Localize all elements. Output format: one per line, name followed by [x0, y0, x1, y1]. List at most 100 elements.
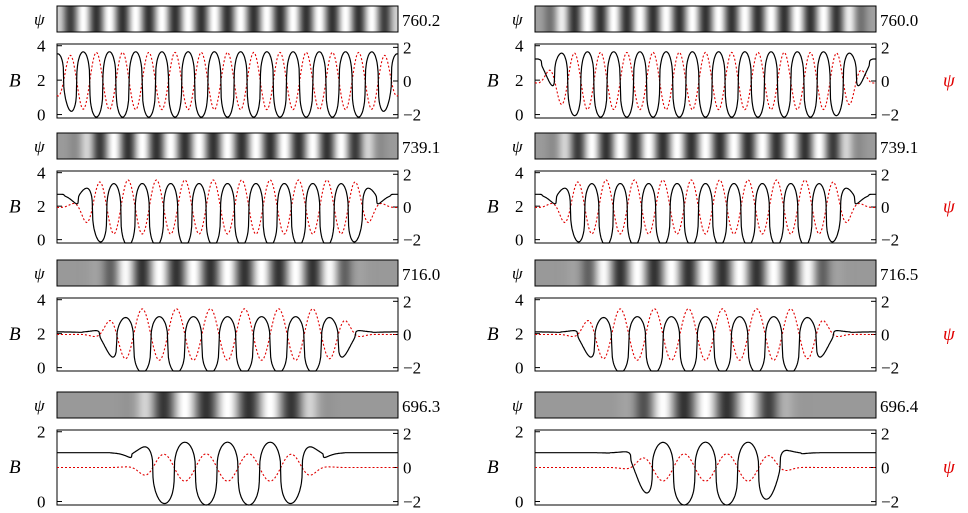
strip-value: 760.2 [402, 11, 440, 30]
b-tick-label: 4 [37, 37, 46, 56]
psi-axis-label: ψ [943, 70, 956, 91]
psi-tick-label: 0 [881, 198, 890, 217]
psi-series-line [535, 453, 876, 482]
psi-tick-label: 0 [403, 326, 412, 345]
psi-density-strip [534, 5, 877, 33]
psi-strip-label: ψ [512, 10, 523, 29]
strip-value: 696.4 [880, 397, 919, 416]
b-tick-label: 2 [515, 71, 524, 90]
b-tick-label: 2 [515, 423, 524, 442]
psi-tick-label: 0 [403, 198, 412, 217]
b-axis-label: B [9, 457, 21, 478]
plot-frame [534, 429, 877, 506]
psi-strip-label: ψ [34, 264, 45, 283]
psi-tick-label: −2 [403, 359, 421, 378]
strip-value: 760.0 [880, 11, 918, 30]
b-tick-label: 2 [37, 71, 46, 90]
psi-density-strip [56, 132, 399, 160]
psi-tick-label: −2 [881, 106, 899, 125]
b-tick-label: 0 [37, 493, 46, 512]
b-tick-label: 4 [515, 164, 524, 183]
psi-density-strip [534, 132, 877, 160]
b-axis-label: B [9, 196, 21, 217]
b-tick-label: 2 [37, 325, 46, 344]
psi-strip-label: ψ [34, 396, 45, 415]
plot-frame [56, 170, 399, 244]
strip-value: 716.5 [880, 265, 918, 284]
plot-frame [534, 297, 877, 372]
b-axis-label: B [9, 70, 21, 91]
strip-value: 739.1 [880, 138, 918, 157]
psi-tick-label: −2 [881, 231, 899, 250]
b-tick-label: 2 [37, 197, 46, 216]
psi-strip-label: ψ [512, 264, 523, 283]
psi-tick-label: 2 [881, 165, 890, 184]
b-tick-label: 2 [515, 325, 524, 344]
psi-series-line [534, 51, 877, 111]
psi-axis-label: ψ [943, 196, 956, 217]
strip-value: 696.3 [402, 397, 440, 416]
b-series-line [535, 51, 876, 118]
b-tick-label: 2 [515, 197, 524, 216]
b-axis-label: B [487, 457, 499, 478]
b-series-line [57, 51, 398, 118]
psi-tick-label: −2 [403, 106, 421, 125]
strip-value: 716.0 [402, 265, 440, 284]
strip-value: 739.1 [402, 138, 440, 157]
psi-tick-label: 0 [881, 326, 890, 345]
psi-axis-label: ψ [943, 324, 956, 345]
psi-density-strip [534, 259, 877, 287]
psi-density-strip [56, 391, 399, 419]
b-tick-label: 4 [515, 37, 524, 56]
psi-tick-label: 2 [881, 38, 890, 57]
psi-series-line [535, 179, 876, 235]
b-series-line [57, 316, 398, 372]
b-series-line [535, 316, 876, 372]
psi-density-strip [56, 5, 399, 33]
b-series-line [57, 182, 398, 244]
psi-strip-label: ψ [34, 10, 45, 29]
psi-tick-label: 2 [403, 165, 412, 184]
b-series-line [535, 441, 876, 506]
psi-tick-label: 2 [881, 292, 890, 311]
psi-density-strip [56, 259, 399, 287]
b-tick-label: 0 [515, 493, 524, 512]
b-axis-label: B [487, 70, 499, 91]
psi-tick-label: 0 [403, 72, 412, 91]
b-tick-label: 0 [37, 231, 46, 250]
b-tick-label: 4 [37, 291, 46, 310]
b-tick-label: 4 [37, 164, 46, 183]
psi-series-line [57, 179, 398, 235]
psi-series-line [56, 51, 399, 111]
psi-density-strip [534, 391, 877, 419]
plot-frame [56, 429, 399, 506]
plot-frame [534, 170, 877, 244]
b-axis-label: B [487, 324, 499, 345]
psi-strip-label: ψ [34, 137, 45, 156]
b-axis-label: B [487, 196, 499, 217]
b-tick-label: 0 [37, 106, 46, 125]
psi-tick-label: 0 [881, 459, 890, 478]
psi-tick-label: −2 [403, 493, 421, 512]
psi-strip-label: ψ [512, 396, 523, 415]
psi-tick-label: 0 [881, 72, 890, 91]
psi-tick-label: 2 [403, 424, 412, 443]
b-series-line [57, 441, 398, 506]
b-axis-label: B [9, 324, 21, 345]
b-tick-label: 0 [515, 106, 524, 125]
plot-frame [56, 297, 399, 372]
psi-tick-label: 2 [403, 292, 412, 311]
b-tick-label: 4 [515, 291, 524, 310]
b-tick-label: 0 [515, 359, 524, 378]
psi-tick-label: −2 [881, 493, 899, 512]
psi-strip-label: ψ [512, 137, 523, 156]
psi-series-line [57, 453, 398, 482]
b-series-line [535, 182, 876, 244]
psi-tick-label: −2 [881, 359, 899, 378]
psi-tick-label: 2 [881, 424, 890, 443]
psi-tick-label: −2 [403, 231, 421, 250]
psi-series-line [57, 308, 398, 361]
psi-series-line [535, 308, 876, 361]
psi-tick-label: 2 [403, 38, 412, 57]
b-tick-label: 0 [515, 231, 524, 250]
